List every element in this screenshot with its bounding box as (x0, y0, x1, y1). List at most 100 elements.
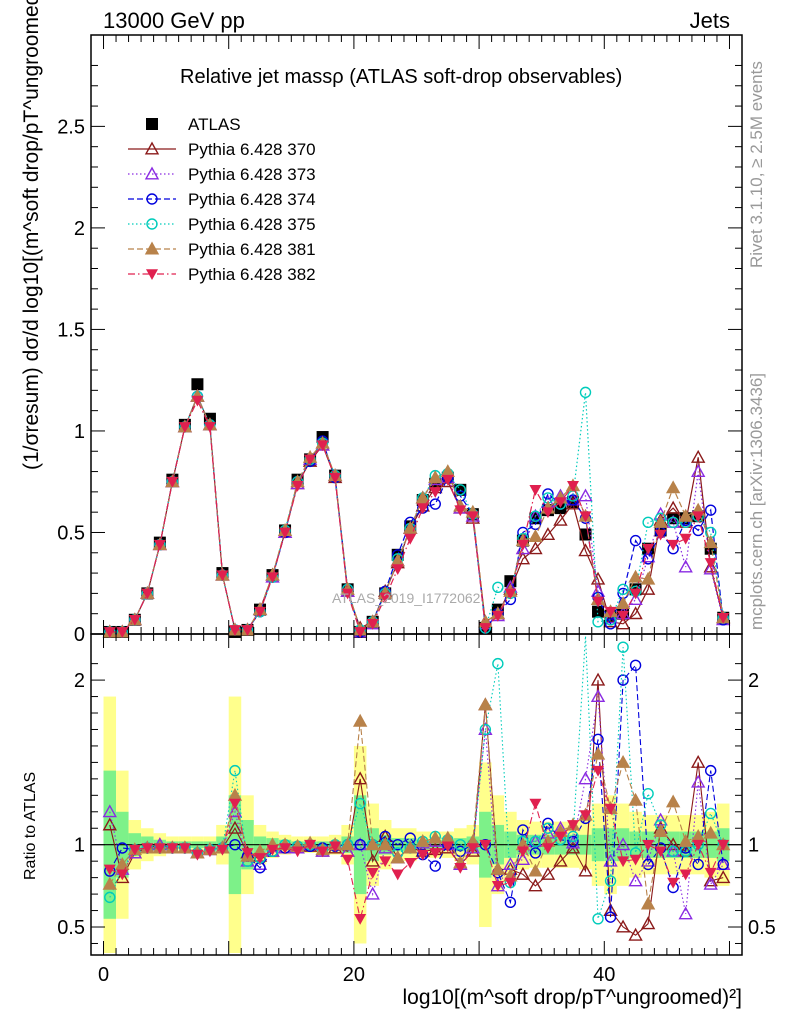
data-point (642, 543, 655, 555)
ratio-point (590, 689, 606, 703)
data-point (704, 558, 717, 569)
legend-label: Pythia 6.428 374 (188, 190, 316, 209)
data-point (504, 588, 517, 600)
data-point (615, 596, 631, 610)
legend-marker (146, 218, 158, 230)
data-point (304, 454, 317, 466)
ratio-point (628, 873, 643, 887)
legend-marker (146, 193, 158, 205)
ratio-point (379, 856, 392, 868)
ratio-point (554, 831, 567, 843)
data-point (529, 485, 542, 496)
ratio-point (617, 856, 630, 868)
ratio-point (352, 771, 368, 785)
data-point (617, 610, 630, 622)
ratio-point (628, 927, 643, 941)
ratio-point (615, 837, 631, 851)
ratio-point (441, 841, 454, 853)
ratio-point (540, 866, 556, 880)
ratio-point (254, 853, 267, 864)
ratio-point (415, 833, 430, 847)
ratio-point (678, 906, 693, 920)
data-point (678, 559, 693, 573)
ratio-point (690, 774, 706, 788)
data-point (678, 508, 693, 522)
ratio-point (640, 896, 656, 910)
data-point (191, 395, 204, 407)
ratio-point (590, 746, 606, 760)
ratio-point (329, 841, 342, 853)
header-left: 13000 GeV pp (103, 8, 245, 33)
ratio-point (266, 844, 279, 856)
header-right: Jets (689, 8, 730, 33)
ratio-point (466, 843, 479, 854)
ratio-point (565, 835, 581, 849)
ratio-point (141, 843, 154, 854)
ratio-point (116, 869, 129, 881)
data-point (705, 504, 717, 516)
data-point (529, 510, 542, 522)
data-point (479, 623, 492, 634)
data-point (592, 605, 605, 618)
ratio-point (365, 837, 380, 851)
data-point (528, 541, 543, 555)
ratio-point (541, 843, 554, 854)
ratio-point (667, 845, 679, 857)
ratio-point (365, 853, 380, 867)
ratio-point (304, 839, 317, 851)
ratio-series-line (109, 680, 724, 936)
ratio-point (279, 843, 292, 854)
chart-title-text: Relative jet massρ (ATLAS soft-drop obse… (180, 66, 623, 88)
ratio-point (690, 754, 706, 768)
data-point (391, 564, 404, 576)
ratio-y-axis-label: Ratio to ATLAS (22, 771, 39, 880)
ratio-point (316, 846, 329, 858)
data-point (178, 422, 191, 433)
ratio-y-tick-label: 0.5 (57, 917, 85, 939)
y-tick-label: 0.5 (57, 522, 85, 544)
data-point (116, 627, 129, 638)
axis-ticks (91, 35, 742, 955)
ratio-point (341, 854, 354, 866)
ratio-point (604, 911, 617, 923)
ratio-point (166, 843, 179, 854)
legend-label: ATLAS (188, 115, 241, 134)
ratio-point (567, 830, 579, 843)
uncertainty-bands (91, 696, 742, 953)
ratio-point (492, 657, 504, 670)
data-point (642, 516, 654, 529)
ratio-point (717, 839, 730, 851)
ratio-point (567, 835, 579, 848)
legend-label: Pythia 6.428 375 (188, 215, 316, 234)
data-point (415, 490, 430, 504)
data-point (528, 529, 543, 543)
ratio-point (191, 849, 204, 861)
ratio-point (716, 870, 731, 884)
data-point (592, 596, 605, 608)
ratio-y-tick-label-right: 2 (748, 670, 759, 692)
ratio-point (203, 846, 216, 858)
ratio-point (103, 864, 116, 876)
ratio-y-tick-label: 2 (74, 670, 85, 692)
x-axis-label: log10[(m^soft drop/pT^ungroomed)²] (402, 986, 742, 1009)
main-y-axis-label-text: (1/σresum) dσ/d log10[(m^soft drop/pT^un… (20, 0, 43, 470)
ratio-point (153, 843, 166, 854)
data-point (241, 625, 254, 636)
series-lines (102, 378, 731, 941)
data-point (441, 474, 454, 486)
ratio-point (528, 878, 543, 892)
mcplots-side-label: mcplots.cern.ch [arXiv:1306.3436] (747, 372, 766, 630)
ratio-point (354, 839, 366, 851)
ratio-point (692, 858, 704, 871)
ratio-y-tick-label-right: 1 (748, 835, 759, 857)
data-point (703, 559, 718, 573)
ratio-point (529, 847, 542, 859)
legend-marker (146, 269, 158, 280)
y-tick-label: 2.5 (57, 116, 85, 138)
data-point (690, 449, 706, 463)
ratio-point (703, 876, 718, 890)
ratio-point (703, 825, 718, 839)
ratio-point (104, 891, 116, 904)
data-point (690, 464, 706, 478)
data-point (628, 592, 643, 605)
